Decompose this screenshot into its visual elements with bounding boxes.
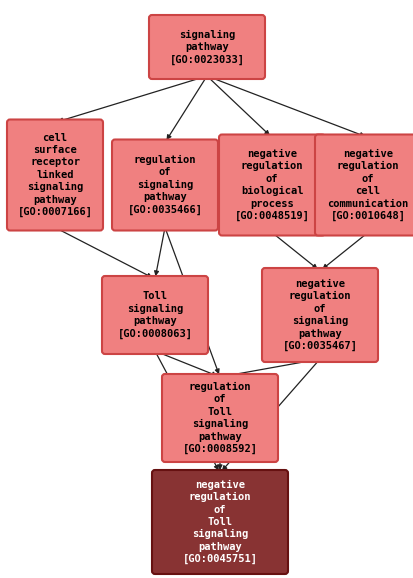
- Text: regulation
of
signaling
pathway
[GO:0035466]: regulation of signaling pathway [GO:0035…: [127, 155, 202, 215]
- FancyBboxPatch shape: [161, 374, 277, 462]
- Text: negative
regulation
of
signaling
pathway
[GO:0035467]: negative regulation of signaling pathway…: [282, 279, 357, 351]
- FancyBboxPatch shape: [152, 470, 287, 574]
- Text: Toll
signaling
pathway
[GO:0008063]: Toll signaling pathway [GO:0008063]: [117, 291, 192, 339]
- Text: negative
regulation
of
biological
process
[GO:0048519]: negative regulation of biological proces…: [234, 149, 309, 221]
- Text: negative
regulation
of
cell
communication
[GO:0010648]: negative regulation of cell communicatio…: [327, 149, 408, 221]
- Text: negative
regulation
of
Toll
signaling
pathway
[GO:0045751]: negative regulation of Toll signaling pa…: [182, 480, 257, 564]
- FancyBboxPatch shape: [261, 268, 377, 362]
- Text: signaling
pathway
[GO:0023033]: signaling pathway [GO:0023033]: [169, 29, 244, 65]
- FancyBboxPatch shape: [149, 15, 264, 79]
- Text: cell
surface
receptor
linked
signaling
pathway
[GO:0007166]: cell surface receptor linked signaling p…: [17, 133, 92, 217]
- FancyBboxPatch shape: [102, 276, 207, 354]
- FancyBboxPatch shape: [7, 120, 103, 231]
- FancyBboxPatch shape: [112, 139, 218, 231]
- Text: regulation
of
Toll
signaling
pathway
[GO:0008592]: regulation of Toll signaling pathway [GO…: [182, 382, 257, 454]
- FancyBboxPatch shape: [314, 135, 413, 235]
- FancyBboxPatch shape: [218, 135, 324, 235]
